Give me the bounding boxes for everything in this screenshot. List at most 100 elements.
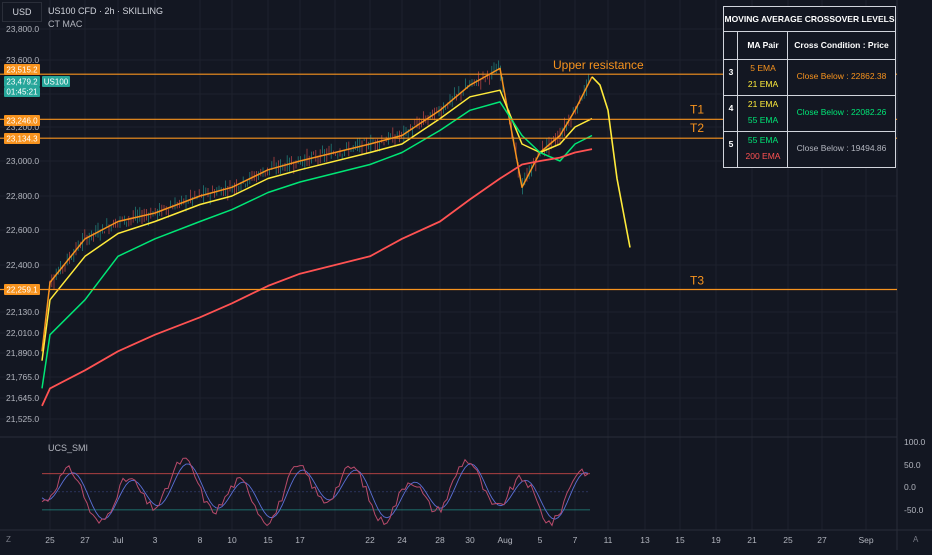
price-tag-label: 23,134.3 [6, 135, 38, 144]
ema-line-55-ema [41, 101, 593, 389]
price-tag-label: 23,479.2 [6, 78, 38, 87]
time-tick-label: Jul [113, 535, 124, 545]
auto-scale-icon[interactable]: A [913, 535, 919, 544]
oscillator-tick-label: -50.0 [904, 505, 924, 515]
oscillator-tick-label: 50.0 [904, 460, 921, 470]
ema-lines [41, 67, 593, 407]
ma-row-slow: 55 EMA [747, 115, 779, 125]
price-tick-label: 23,200.0 [6, 122, 39, 132]
ma-row-fast: 55 EMA [747, 135, 779, 145]
price-tag-bg [4, 87, 40, 97]
time-tick-label: Aug [497, 535, 512, 545]
time-axis: 25 27 Jul 3 8 10 15 17 22 24 28 30 Aug 5 7 11 13 15 19 21 25… [45, 535, 874, 545]
price-tag-bg [4, 76, 40, 87]
time-tick-label: 28 [435, 535, 445, 545]
price-tick-label: 22,130.0 [6, 307, 39, 317]
time-tick-label: 25 [45, 535, 55, 545]
table-divider [787, 31, 788, 167]
oscillator-pane: UCS_SMI 100.0 50.0 0.0 -50.0 [41, 437, 926, 527]
price-tag-bg [4, 115, 40, 126]
price-tags: 23,515.223,479.201:45:21US10023,246.023,… [4, 64, 70, 295]
price-tick-label: 21,890.0 [6, 348, 39, 358]
time-tick-label: 27 [80, 535, 90, 545]
table-divider [724, 59, 895, 60]
price-tick-label: 22,010.0 [6, 328, 39, 338]
ma-row-number: 3 [728, 67, 734, 77]
ma-crossover-table: MOVING AVERAGE CROSSOVER LEVELS MA Pair … [723, 6, 896, 168]
ma-row-number: 4 [728, 103, 734, 113]
time-tick-label: 11 [604, 535, 613, 545]
time-tick-label: 3 [153, 535, 158, 545]
price-tick-label: 22,400.0 [6, 260, 39, 270]
table-divider [724, 95, 895, 96]
price-tag-bg [42, 76, 70, 87]
price-tick-label: 22,600.0 [6, 225, 39, 235]
price-tick-label: 21,525.0 [6, 414, 39, 424]
price-tag-label: 01:45:21 [6, 88, 38, 97]
t1-label: T1 [690, 102, 704, 116]
time-tick-label: 19 [711, 535, 721, 545]
price-axis: 23,800.0 23,600.0 23,200.0 23,000.0 22,800.0… [6, 24, 39, 424]
indicator-name[interactable]: CT MAC [48, 19, 83, 29]
oscillator-tick-label: 0.0 [904, 482, 916, 492]
time-tick-label: Sep [858, 535, 873, 545]
oscillator-tick-label: 100.0 [904, 437, 926, 447]
time-tick-label: 13 [640, 535, 650, 545]
oscillator-name: UCS_SMI [48, 443, 88, 453]
currency-button[interactable]: USD [2, 2, 42, 22]
time-tick-label: 30 [465, 535, 475, 545]
time-tick-label: 15 [675, 535, 685, 545]
time-tick-label: 25 [783, 535, 793, 545]
ma-row-slow: 21 EMA [747, 79, 779, 89]
level-annotations: Upper resistance T1 T2 T3 [553, 58, 704, 287]
price-tag-label: 23,515.2 [6, 66, 38, 75]
time-tick-label: 27 [817, 535, 827, 545]
price-tick-label: 21,645.0 [6, 393, 39, 403]
upper-resistance-label: Upper resistance [553, 58, 644, 72]
ma-row-slow: 200 EMA [745, 151, 781, 161]
price-tick-label: 23,800.0 [6, 24, 39, 34]
time-tick-label: 10 [227, 535, 237, 545]
smi-line [41, 457, 589, 527]
ma-row-condition: Close Below : 22082.26 [796, 107, 887, 117]
time-tick-label: 22 [365, 535, 375, 545]
table-divider [724, 131, 895, 132]
t3-label: T3 [690, 274, 704, 288]
price-tick-label: 23,600.0 [6, 55, 39, 65]
price-tag-bg [4, 64, 40, 75]
ma-row-condition: Close Below : 19494.86 [796, 143, 887, 153]
time-tick-label: 24 [397, 535, 407, 545]
time-tick-label: 17 [295, 535, 305, 545]
projection-path [591, 76, 631, 248]
price-tag-bg [4, 284, 40, 295]
price-tag-bg [4, 133, 40, 144]
symbol-title: US100 CFD · 2h · SKILLING [48, 6, 164, 16]
price-tag-label: 22,259.1 [6, 286, 38, 295]
timezone-icon[interactable]: Z [6, 535, 11, 544]
ma-row-number: 5 [728, 139, 734, 149]
time-tick-label: 5 [538, 535, 543, 545]
time-tick-label: 8 [198, 535, 203, 545]
time-tick-label: 7 [573, 535, 578, 545]
price-tick-label: 23,000.0 [6, 156, 39, 166]
price-tick-label: 22,800.0 [6, 191, 39, 201]
table-divider [737, 31, 738, 167]
ma-table-title: MOVING AVERAGE CROSSOVER LEVELS [724, 7, 895, 32]
t2-label: T2 [690, 121, 704, 135]
ma-row-condition: Close Below : 22862.38 [796, 71, 887, 81]
price-tick-label: 21,765.0 [6, 372, 39, 382]
ma-table-col-pair: MA Pair [747, 40, 779, 50]
ema-line-200-ema [41, 148, 593, 407]
ema-line-21-ema [41, 89, 593, 361]
price-tag-label: US100 [44, 78, 69, 87]
ma-table-col-condition: Cross Condition : Price [794, 40, 889, 50]
time-tick-label: 21 [747, 535, 757, 545]
projection-line [591, 76, 631, 248]
ma-row-fast: 21 EMA [747, 99, 779, 109]
smi-signal-line [41, 463, 589, 520]
ma-row-fast: 5 EMA [750, 63, 776, 73]
time-tick-label: 15 [263, 535, 273, 545]
